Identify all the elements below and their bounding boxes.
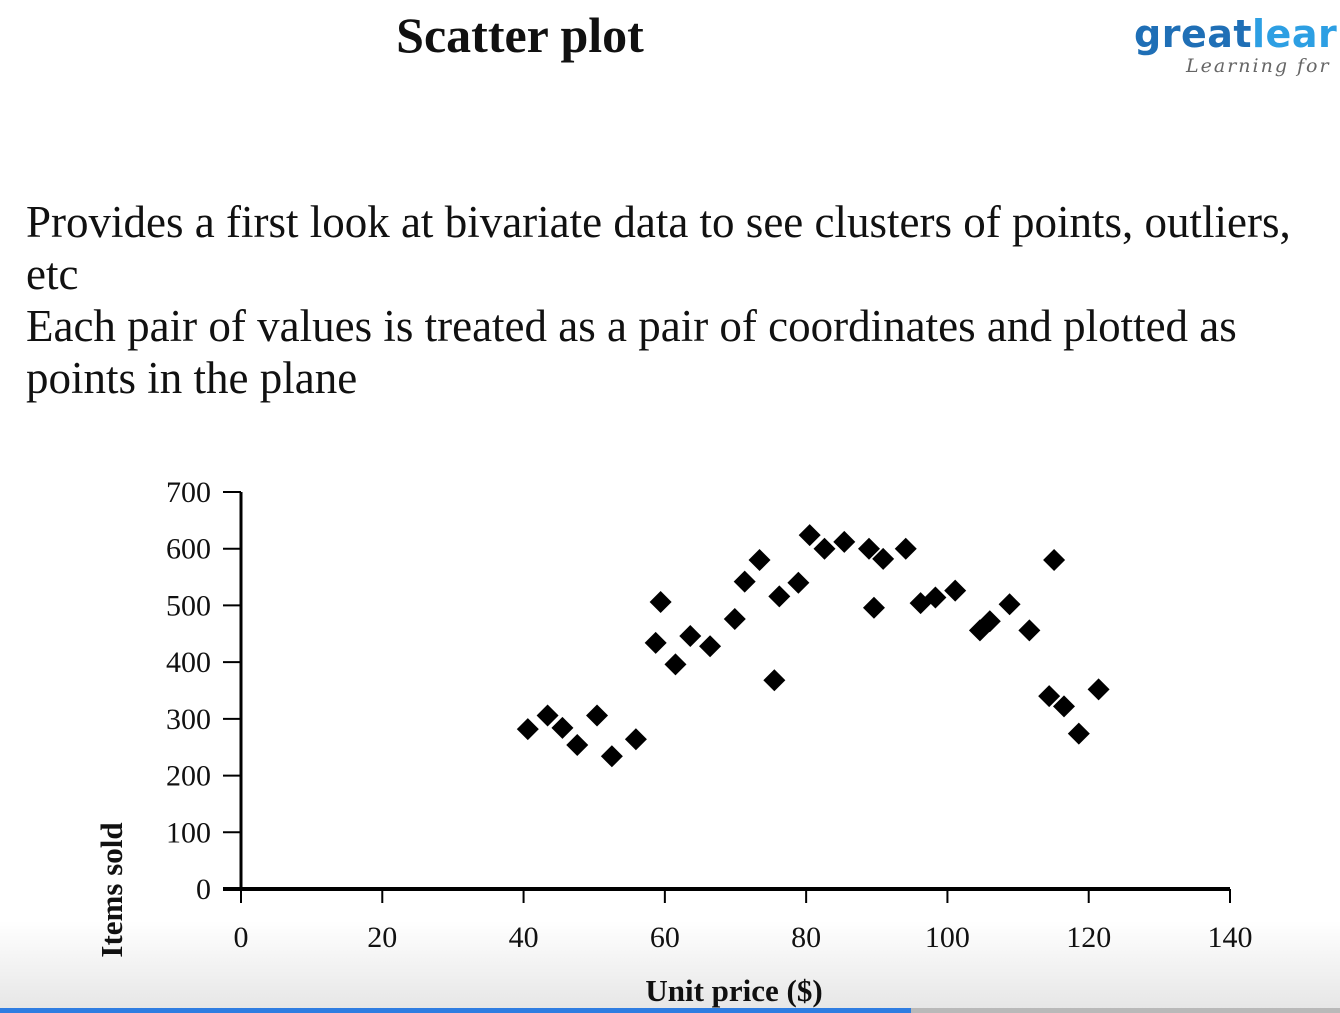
brand-logo: greatlear Learning for	[1134, 12, 1340, 82]
data-point	[813, 537, 836, 560]
data-point	[624, 728, 647, 751]
y-tick-label: 100	[166, 816, 211, 849]
x-tick-label: 0	[234, 921, 249, 954]
video-progress-fill	[0, 1008, 912, 1013]
x-axis-label: Unit price ($)	[645, 973, 822, 1008]
y-tick-label: 500	[166, 589, 211, 622]
data-point	[644, 631, 667, 654]
x-tick-label: 60	[650, 921, 680, 954]
data-point	[699, 635, 722, 658]
data-point	[551, 716, 574, 739]
data-point	[978, 610, 1001, 633]
data-point	[787, 571, 810, 594]
x-tick-label: 120	[1066, 921, 1111, 954]
body-paragraph-2: Each pair of values is treated as a pair…	[26, 301, 1237, 403]
y-tick-label: 200	[166, 760, 211, 793]
data-point	[600, 745, 623, 768]
data-point	[894, 537, 917, 560]
data-point	[1038, 685, 1061, 708]
data-point	[833, 530, 856, 553]
y-tick-label: 600	[166, 533, 211, 566]
data-point	[723, 608, 746, 631]
data-point	[649, 591, 672, 614]
logo-wordmark-part2: lear	[1252, 12, 1338, 56]
data-point	[1018, 619, 1041, 642]
data-point	[733, 570, 756, 593]
data-point	[586, 704, 609, 727]
logo-wordmark-part1: great	[1134, 12, 1253, 56]
chart-axes: 0 100 200 300 400 500 600 700 0 20 40 60 80 100 120 140	[166, 476, 1253, 954]
data-point	[1052, 695, 1075, 718]
slide-title: Scatter plot	[396, 7, 644, 63]
data-point	[768, 585, 791, 608]
data-point	[664, 653, 687, 676]
data-point	[763, 669, 786, 692]
y-tick-label: 700	[166, 476, 211, 509]
video-progress-bar[interactable]	[0, 1008, 1340, 1013]
data-point	[536, 704, 559, 727]
y-axis-label: Items sold	[94, 822, 129, 957]
x-tick-label: 80	[791, 921, 821, 954]
body-paragraph-1: Provides a first look at bivariate data …	[26, 197, 1291, 299]
data-point	[1043, 549, 1066, 572]
y-tick-label: 0	[196, 873, 211, 906]
slide-body: Provides a first look at bivariate data …	[26, 196, 1336, 404]
data-point	[566, 733, 589, 756]
x-tick-label: 20	[367, 921, 397, 954]
data-point	[748, 549, 771, 572]
chart-points	[516, 524, 1110, 768]
x-tick-label: 40	[509, 921, 539, 954]
data-point	[998, 593, 1021, 616]
data-point	[1087, 678, 1110, 701]
data-point	[944, 579, 967, 602]
data-point	[858, 537, 881, 560]
x-tick-label: 140	[1208, 921, 1253, 954]
data-point	[1067, 722, 1090, 745]
x-tick-label: 100	[925, 921, 970, 954]
logo-tagline: Learning for	[1186, 55, 1331, 77]
y-tick-label: 300	[166, 703, 211, 736]
data-point	[872, 547, 895, 570]
data-point	[516, 718, 539, 741]
logo-wordmark: greatlear	[1134, 12, 1340, 56]
data-point	[862, 596, 885, 619]
scatter-chart: Items sold Unit price ($) 01002003004005…	[94, 476, 1253, 1008]
data-point	[798, 524, 821, 547]
y-tick-label: 400	[166, 646, 211, 679]
data-point	[679, 625, 702, 648]
data-point	[924, 586, 947, 609]
